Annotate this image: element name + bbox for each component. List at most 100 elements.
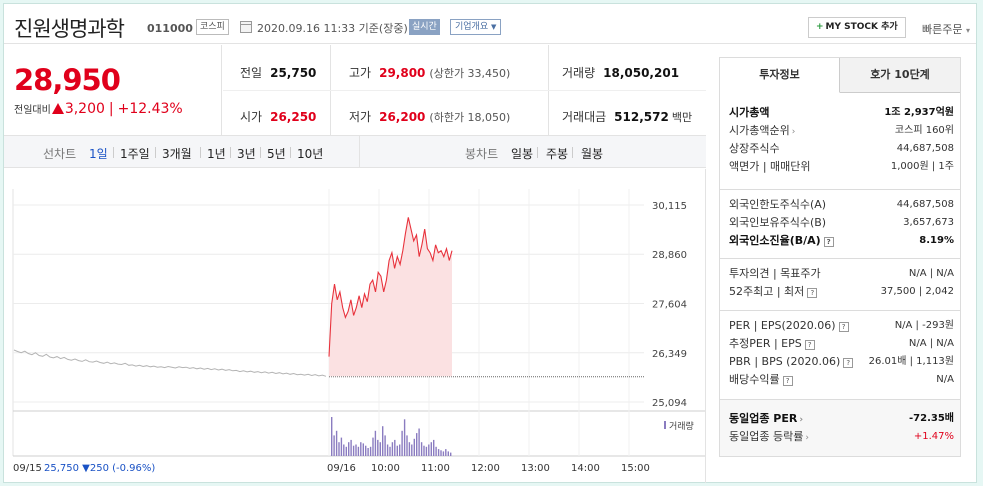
divider — [113, 147, 114, 158]
divider — [572, 147, 573, 158]
prev-day-line — [13, 349, 327, 377]
group5-row[interactable]: 동일업종 PER › -72.35배 — [720, 410, 960, 428]
tab-10year[interactable]: 10년 — [297, 147, 324, 161]
high-value: 29,800 — [379, 66, 426, 80]
tab-invest-info[interactable]: 투자정보 — [720, 58, 840, 93]
chart-canvas[interactable]: 30,115 28,860 27,604 26,349 25,094 09/16 10:00… — [4, 169, 705, 483]
volume-bar — [450, 452, 452, 456]
volume-bar — [406, 435, 408, 456]
x-tick-label: 15:00 — [621, 463, 650, 474]
tab-daily-candle[interactable]: 일봉 — [511, 147, 534, 161]
divider — [223, 90, 706, 91]
tab-3month[interactable]: 3개월 — [162, 147, 192, 161]
low-value: 26,200 — [379, 110, 426, 124]
info-value: 1,000원 | 1주 — [890, 161, 954, 172]
info-value: 1조 2,937억원 — [884, 107, 954, 118]
group1-row[interactable]: 시가총액순위 › 코스피 160위 — [720, 122, 960, 140]
volume-bar — [379, 442, 381, 456]
current-price-box: 28,950 전일대비 3,200 | +12.43% — [4, 45, 222, 135]
info-label: 상장주식수 — [729, 142, 780, 155]
prev-close-label: 전일 — [240, 66, 263, 80]
tab-1year[interactable]: 1년 — [207, 147, 226, 161]
volume-bar — [362, 443, 364, 456]
volume-bar — [360, 442, 362, 456]
volume-bar — [445, 449, 447, 456]
volume-bar — [442, 451, 445, 456]
volume-bar — [335, 430, 338, 456]
sector-group: 동일업종 PER › -72.35배 동일업종 등락률 › +1.47% — [720, 399, 960, 456]
quote-details: 전일 25,750 고가 29,800 (상한가 33,450) 거래량 18,050,… — [223, 45, 706, 135]
trade-amount: 거래대금 512,572 백만 — [562, 108, 692, 125]
market-badge: 코스피 — [196, 19, 229, 35]
info-value: +1.47% — [913, 431, 954, 442]
company-info-label: 기업개요 — [455, 22, 489, 32]
volume-bar — [399, 444, 401, 456]
group4-row: PBR | BPS (2020.06)? 26.01배 | 1,113원 — [720, 353, 960, 371]
calendar-icon — [240, 21, 252, 33]
prev-day-label: 09/15 — [13, 463, 42, 474]
market-cap-group: 시가총액 1조 2,937억원 시가총액순위 › 코스피 160위 상장주식수 44,687… — [720, 104, 960, 182]
info-value: 8.19% — [919, 235, 954, 246]
volume-bar — [348, 442, 350, 456]
stock-widget: 진원생명과학 011000 코스피 2020.09.16 11:33 기준(장중… — [3, 3, 977, 483]
y-tick-label: 28,860 — [652, 250, 687, 261]
tab-monthly-candle[interactable]: 월봉 — [581, 147, 604, 161]
realtime-button[interactable]: 실시간 — [409, 19, 440, 35]
group2-row: 외국인한도주식수(A) 44,687,508 — [720, 196, 960, 214]
info-label: 투자의견 | 목표주가 — [729, 267, 821, 280]
volume-bar — [345, 446, 347, 456]
info-value: N/A | -293원 — [894, 320, 954, 331]
y-tick-label: 27,604 — [652, 300, 687, 311]
upper-limit: (상한가 33,450) — [429, 67, 511, 80]
help-icon[interactable]: ? — [807, 288, 818, 298]
chevron-down-icon: ▼ — [491, 23, 497, 31]
volume-bar — [435, 446, 437, 456]
plus-icon: + — [816, 22, 824, 32]
group5-row[interactable]: 동일업종 등락률 › +1.47% — [720, 428, 960, 446]
x-tick-label: 14:00 — [571, 463, 600, 474]
volume-bar — [430, 442, 432, 456]
tab-weekly-candle[interactable]: 주봉 — [546, 147, 569, 161]
help-icon[interactable]: ? — [823, 237, 834, 247]
group4-row: 추정PER | EPS? N/A | N/A — [720, 335, 960, 353]
chevron-right-icon: › — [791, 127, 796, 137]
panel-tabs: 투자정보 호가 10단계 — [720, 58, 960, 93]
divider — [290, 147, 291, 158]
stock-header: 진원생명과학 011000 코스피 2020.09.16 11:33 기준(장중… — [4, 4, 976, 44]
volume-bar — [340, 437, 343, 456]
chevron-right-icon: › — [805, 433, 809, 443]
group1-row: 액면가 | 매매단위 1,000원 | 1주 — [720, 158, 960, 176]
info-value: N/A | N/A — [908, 268, 954, 279]
volume-bar — [437, 449, 440, 456]
info-value: 44,687,508 — [896, 199, 954, 210]
stock-name[interactable]: 진원생명과학 — [14, 17, 125, 41]
chart-period-tabs: 선차트 1일 1주일 3개월 1년 3년 5년 10년 봉차트 일봉 주봉 월봉 — [4, 135, 706, 168]
info-label: 시가총액순위 › — [729, 124, 796, 137]
add-mystock-button[interactable]: + MY STOCK 추가 — [808, 17, 906, 38]
opinion-group: 투자의견 | 목표주가 N/A | N/A 52주최고 | 최저? 37,500 | … — [720, 258, 960, 307]
tab-1week[interactable]: 1주일 — [120, 147, 150, 161]
tab-order-book[interactable]: 호가 10단계 — [840, 58, 960, 93]
company-info-dropdown[interactable]: 기업개요 ▼ — [450, 19, 502, 35]
prev-day-info: 25,750 ▼250 (-0.96%) — [44, 463, 155, 474]
volume-bar — [423, 445, 425, 456]
quick-order-button[interactable]: 빠른주문 ▾ — [922, 21, 970, 37]
tab-1day[interactable]: 1일 — [89, 147, 108, 161]
open-label: 시가 — [240, 110, 263, 124]
group4-row: 배당수익률? N/A — [720, 371, 960, 389]
today-area-fill — [329, 217, 452, 377]
intraday-chart[interactable]: 30,115 28,860 27,604 26,349 25,094 09/16 10:00… — [4, 169, 706, 483]
low-price: 저가 26,200 (하한가 18,050) — [349, 108, 510, 125]
volume-bar — [350, 439, 352, 456]
tab-3year[interactable]: 3년 — [237, 147, 256, 161]
help-icon[interactable]: ? — [843, 358, 854, 368]
change-label: 전일대비 — [14, 105, 51, 116]
help-icon[interactable]: ? — [804, 340, 815, 350]
group1-row: 시가총액 1조 2,937억원 — [720, 104, 960, 122]
x-tick-label: 09/16 — [327, 463, 356, 474]
help-icon[interactable]: ? — [838, 322, 849, 332]
volume-bar — [372, 437, 374, 456]
tab-5year[interactable]: 5년 — [267, 147, 286, 161]
help-icon[interactable]: ? — [782, 376, 793, 386]
volume-bar — [394, 439, 396, 456]
